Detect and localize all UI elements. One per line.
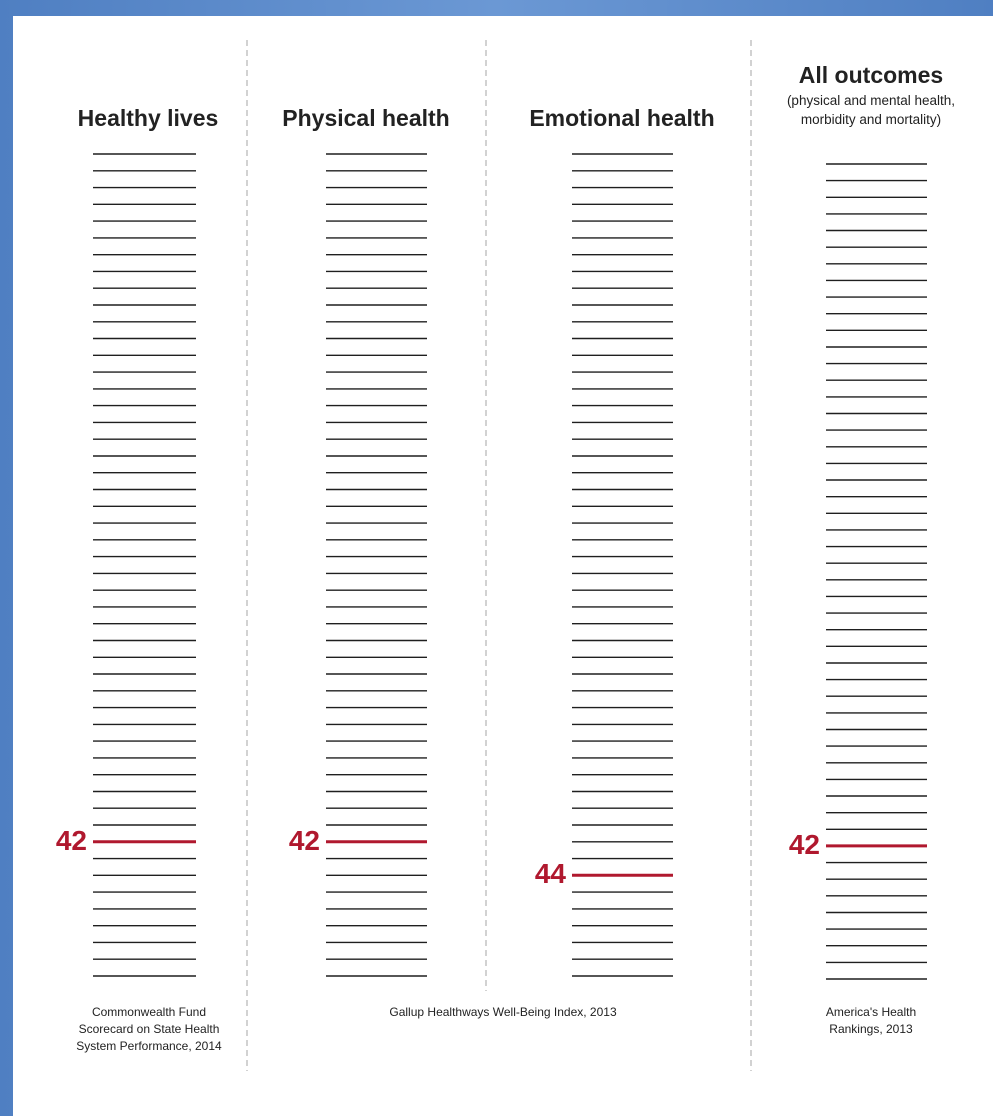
source-commonwealth: Commonwealth Fund Scorecard on State Hea…	[76, 1005, 222, 1053]
infographic-frame: Healthy lives Physical health Emotional …	[13, 16, 993, 1116]
rank-value-label: 42	[788, 828, 820, 860]
rank-value-label: 42	[288, 824, 320, 856]
panel-title-physical-health: Physical health	[282, 105, 450, 131]
panel-title-all-outcomes: All outcomes	[798, 62, 944, 88]
rank-value-label: 44	[534, 858, 566, 890]
panel-subtitle-all-outcomes: (physical and mental health, morbidity a…	[786, 93, 956, 127]
source-gallup: Gallup Healthways Well-Being Index, 2013	[389, 1005, 617, 1019]
panel-title-healthy-lives: Healthy lives	[77, 105, 219, 131]
ranking-chart	[93, 40, 927, 1071]
source-americas-health-rankings: America's Health Rankings, 2013	[825, 1005, 917, 1036]
rank-value-label: 42	[55, 824, 87, 856]
panel-title-emotional-health: Emotional health	[529, 105, 715, 131]
